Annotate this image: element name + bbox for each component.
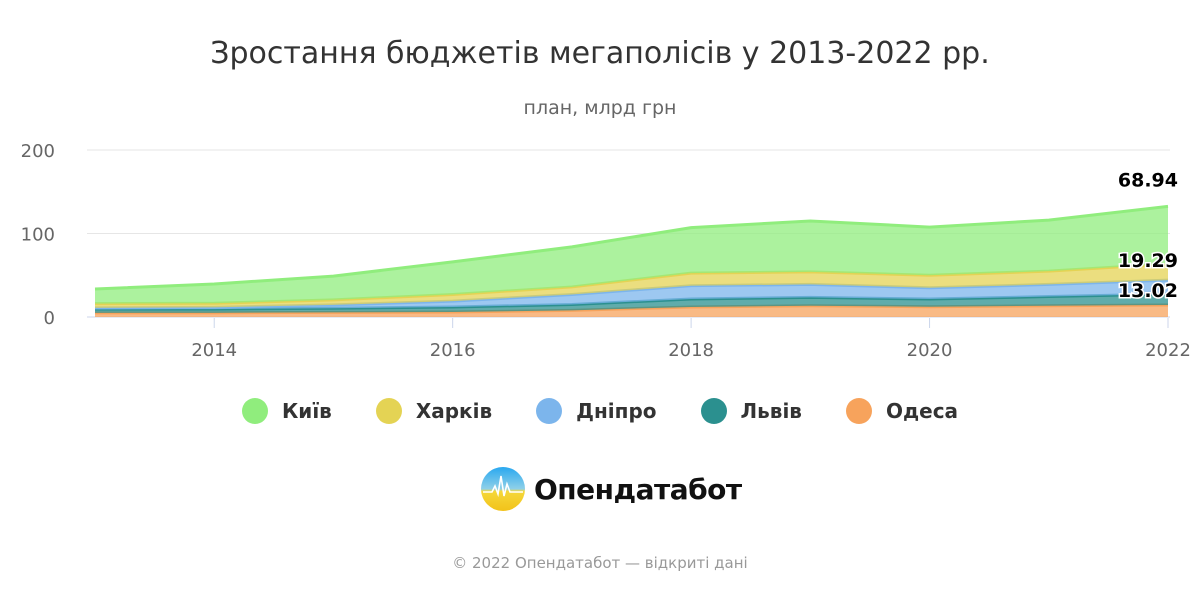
area-4 <box>95 304 1168 317</box>
footer[interactable]: © 2022 Опендатабот — відкриті дані <box>452 554 748 572</box>
legend-item-dnipro[interactable]: Дніпро <box>536 398 657 424</box>
x-tick-label: 2016 <box>430 340 476 361</box>
legend-item-kharkiv[interactable]: Харків <box>375 398 493 424</box>
opendatabot-logo[interactable]: Опендатабот <box>480 466 742 512</box>
y-tick-label: 200 <box>21 141 55 162</box>
data-label: 68.94 <box>1118 169 1178 191</box>
legend-item-odesa[interactable]: Одеса <box>845 398 959 424</box>
legend-item-lviv[interactable]: Львів <box>700 398 802 424</box>
data-label: 13.02 <box>1118 280 1178 302</box>
area-0 <box>95 206 1168 304</box>
legend-item-kyiv[interactable]: Київ <box>241 398 332 424</box>
chart-subtitle: план, млрд грн <box>523 97 677 119</box>
legend-dot <box>375 398 402 424</box>
area-chart: 0 100 200 2014 2016 2018 2020 2022 68.94 19.29 13.… <box>21 141 1191 361</box>
series-line-0 <box>94 204 1169 291</box>
series-line-4 <box>95 303 1169 315</box>
legend-dot <box>241 398 268 424</box>
x-tick-label: 2022 <box>1145 340 1191 361</box>
legend: Київ Харків Дніпро Львів Одеса <box>0 398 1200 424</box>
x-tick-label: 2014 <box>191 340 237 361</box>
legend-dot <box>536 398 563 424</box>
legend-dot <box>700 398 727 424</box>
legend-label: Одеса <box>885 399 959 423</box>
x-tick-label: 2018 <box>668 340 714 361</box>
chart-title: Зростання бюджетів мегаполісів у 2013-20… <box>210 36 990 71</box>
legend-label: Київ <box>281 399 332 423</box>
y-tick-label: 100 <box>21 225 55 246</box>
legend-label: Львів <box>740 399 802 423</box>
logo-icon <box>481 467 525 511</box>
legend-dot <box>845 398 872 424</box>
legend-label: Харків <box>415 399 493 423</box>
legend-label: Дніпро <box>576 399 657 423</box>
y-tick-label: 0 <box>44 308 55 329</box>
data-label: 19.29 <box>1118 250 1178 272</box>
x-tick-label: 2020 <box>907 340 953 361</box>
logo-text: Опендатабот <box>534 472 742 506</box>
